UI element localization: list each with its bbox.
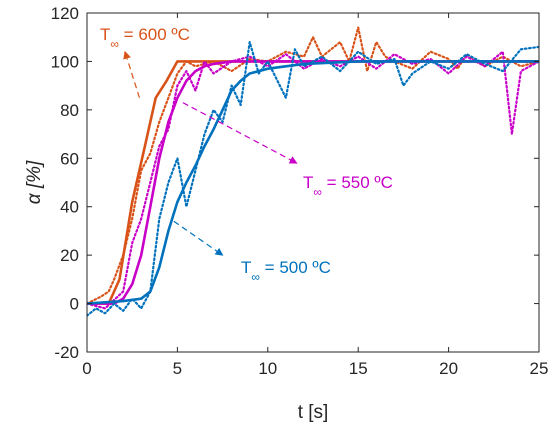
series-line-5-dotted — [87, 40, 539, 317]
x-tick-label: 10 — [258, 359, 277, 378]
x-tick-label: 5 — [173, 359, 182, 378]
annotation-arrow-0 — [123, 50, 141, 98]
series-line-1-dotted — [87, 26, 539, 305]
y-tick-label: 20 — [60, 246, 79, 265]
y-tick-label: 120 — [51, 4, 79, 23]
annotation-arrow-1 — [182, 102, 298, 164]
annotation-label-2: T∞ = 500 ºC — [241, 258, 331, 284]
annotation-arrow-2 — [173, 220, 224, 256]
y-tick-label: -20 — [54, 343, 79, 362]
y-tick-label: 80 — [60, 101, 79, 120]
x-tick-label: 15 — [349, 359, 368, 378]
annotation-layer: T∞ = 600 ºC T∞ = 550 ºC T∞ = 500 ºC — [100, 25, 393, 284]
series-line-2-solid — [87, 60, 539, 305]
annotation-label-0: T∞ = 600 ºC — [100, 25, 190, 51]
x-tick-label: 25 — [530, 359, 549, 378]
series-layer — [87, 26, 539, 317]
annotation-label-1: T∞ = 550 ºC — [303, 173, 393, 199]
series-line-3-dotted — [87, 50, 539, 310]
y-tick-label: 0 — [70, 295, 79, 314]
plot-frame — [86, 12, 540, 353]
y-axis-label: α [%] — [24, 160, 45, 204]
y-tick-label: 60 — [60, 149, 79, 168]
y-tick-label: 100 — [51, 52, 79, 71]
x-tick-label: 20 — [439, 359, 458, 378]
x-tick-label: 0 — [82, 359, 91, 378]
x-axis-label: t [s] — [298, 402, 329, 423]
y-tick-label: 40 — [60, 198, 79, 217]
